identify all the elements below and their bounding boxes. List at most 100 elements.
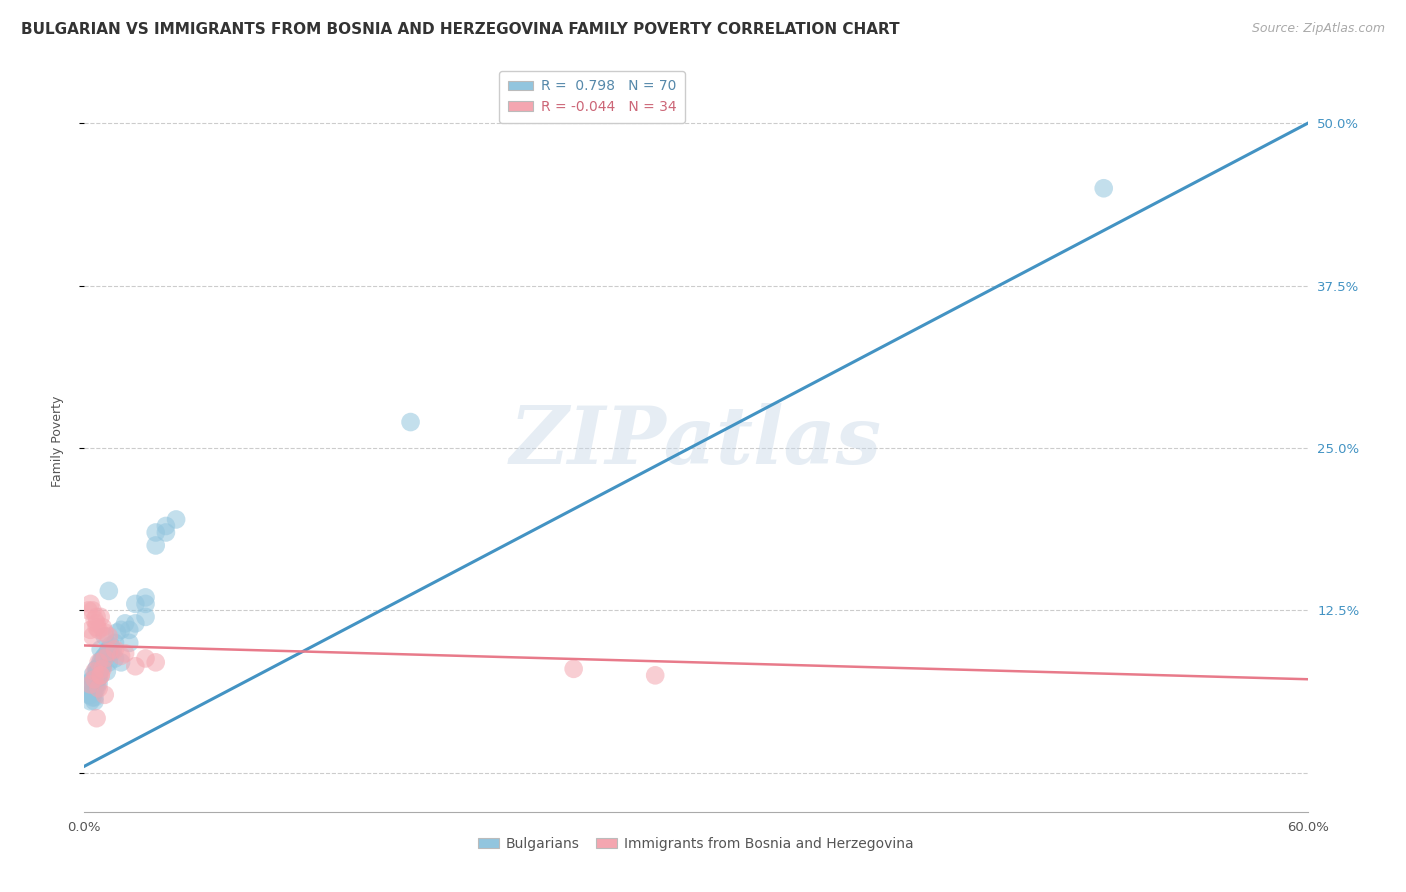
Point (86, 711, 108, 725)
Point (87, 656, 110, 670)
Point (101, 642, 124, 657)
Point (97, 645, 120, 659)
Point (77, 688, 100, 702)
Point (87, 668, 110, 682)
Point (83, 694, 105, 708)
Point (82, 677, 104, 691)
Point (86, 681, 108, 696)
Point (86, 670, 108, 684)
Point (87, 623, 110, 637)
Point (86, 662, 108, 676)
Point (105, 625, 128, 640)
Point (90, 610, 112, 624)
Point (82, 668, 104, 682)
Point (82, 685, 104, 699)
Point (90, 656, 112, 670)
Point (79, 623, 101, 637)
Point (86, 662, 108, 676)
Point (79, 688, 101, 702)
Point (79, 597, 101, 611)
Point (91, 656, 114, 670)
Point (91, 659, 114, 673)
Point (87, 665, 110, 679)
Point (79, 681, 101, 696)
Point (83, 680, 105, 694)
Point (91, 662, 114, 676)
Point (86, 616, 108, 631)
Point (135, 597, 157, 611)
Point (165, 512, 187, 526)
Point (86, 667, 108, 681)
Point (155, 525, 177, 540)
Point (145, 656, 167, 670)
Point (96, 665, 118, 679)
Point (93, 648, 115, 663)
Point (79, 674, 101, 689)
Point (83, 672, 105, 686)
Point (82, 603, 104, 617)
Point (83, 672, 105, 686)
Point (87, 665, 110, 680)
Point (644, 668, 666, 682)
Text: ZIPatlas: ZIPatlas (510, 403, 882, 480)
Point (93, 625, 115, 640)
Point (90, 659, 112, 673)
Point (145, 525, 167, 540)
Point (87, 681, 110, 696)
Point (83, 612, 105, 626)
Point (135, 610, 157, 624)
Point (110, 623, 132, 637)
Point (562, 662, 585, 676)
Point (79, 677, 101, 691)
Point (93, 651, 115, 665)
Point (93, 651, 115, 665)
Point (83, 674, 105, 689)
Point (145, 538, 167, 552)
Point (124, 659, 146, 673)
Point (104, 636, 127, 650)
Point (83, 690, 105, 705)
Point (118, 623, 141, 637)
Point (86, 673, 108, 688)
Point (90, 668, 112, 682)
Point (82, 672, 104, 686)
Point (77, 603, 100, 617)
Point (100, 646, 122, 660)
Point (79, 694, 101, 708)
Point (87, 676, 110, 690)
Point (86, 620, 108, 634)
Point (96, 646, 118, 660)
Point (110, 648, 132, 663)
Point (114, 616, 136, 631)
Point (110, 656, 132, 670)
Point (124, 616, 146, 631)
Point (118, 636, 141, 650)
Point (91, 651, 114, 665)
Text: Source: ZipAtlas.com: Source: ZipAtlas.com (1251, 22, 1385, 36)
Point (135, 651, 157, 665)
Point (82, 685, 104, 699)
Point (97, 629, 120, 643)
Text: BULGARIAN VS IMMIGRANTS FROM BOSNIA AND HERZEGOVINA FAMILY POVERTY CORRELATION C: BULGARIAN VS IMMIGRANTS FROM BOSNIA AND … (21, 22, 900, 37)
Point (100, 639, 122, 653)
Point (90, 662, 112, 676)
Point (114, 646, 136, 660)
Point (97, 656, 120, 670)
Point (82, 629, 104, 643)
Point (104, 642, 127, 657)
Point (86, 677, 108, 691)
Point (399, 415, 422, 429)
Point (87, 671, 110, 685)
Point (1092, 181, 1115, 195)
Y-axis label: Family Poverty: Family Poverty (51, 396, 63, 487)
Point (124, 597, 146, 611)
Point (87, 663, 110, 677)
Point (91, 620, 114, 634)
Point (97, 642, 120, 657)
Legend: Bulgarians, Immigrants from Bosnia and Herzegovina: Bulgarians, Immigrants from Bosnia and H… (472, 831, 920, 856)
Point (83, 665, 105, 679)
Point (135, 591, 157, 605)
Point (90, 668, 112, 682)
Point (86, 610, 108, 624)
Point (90, 654, 112, 668)
